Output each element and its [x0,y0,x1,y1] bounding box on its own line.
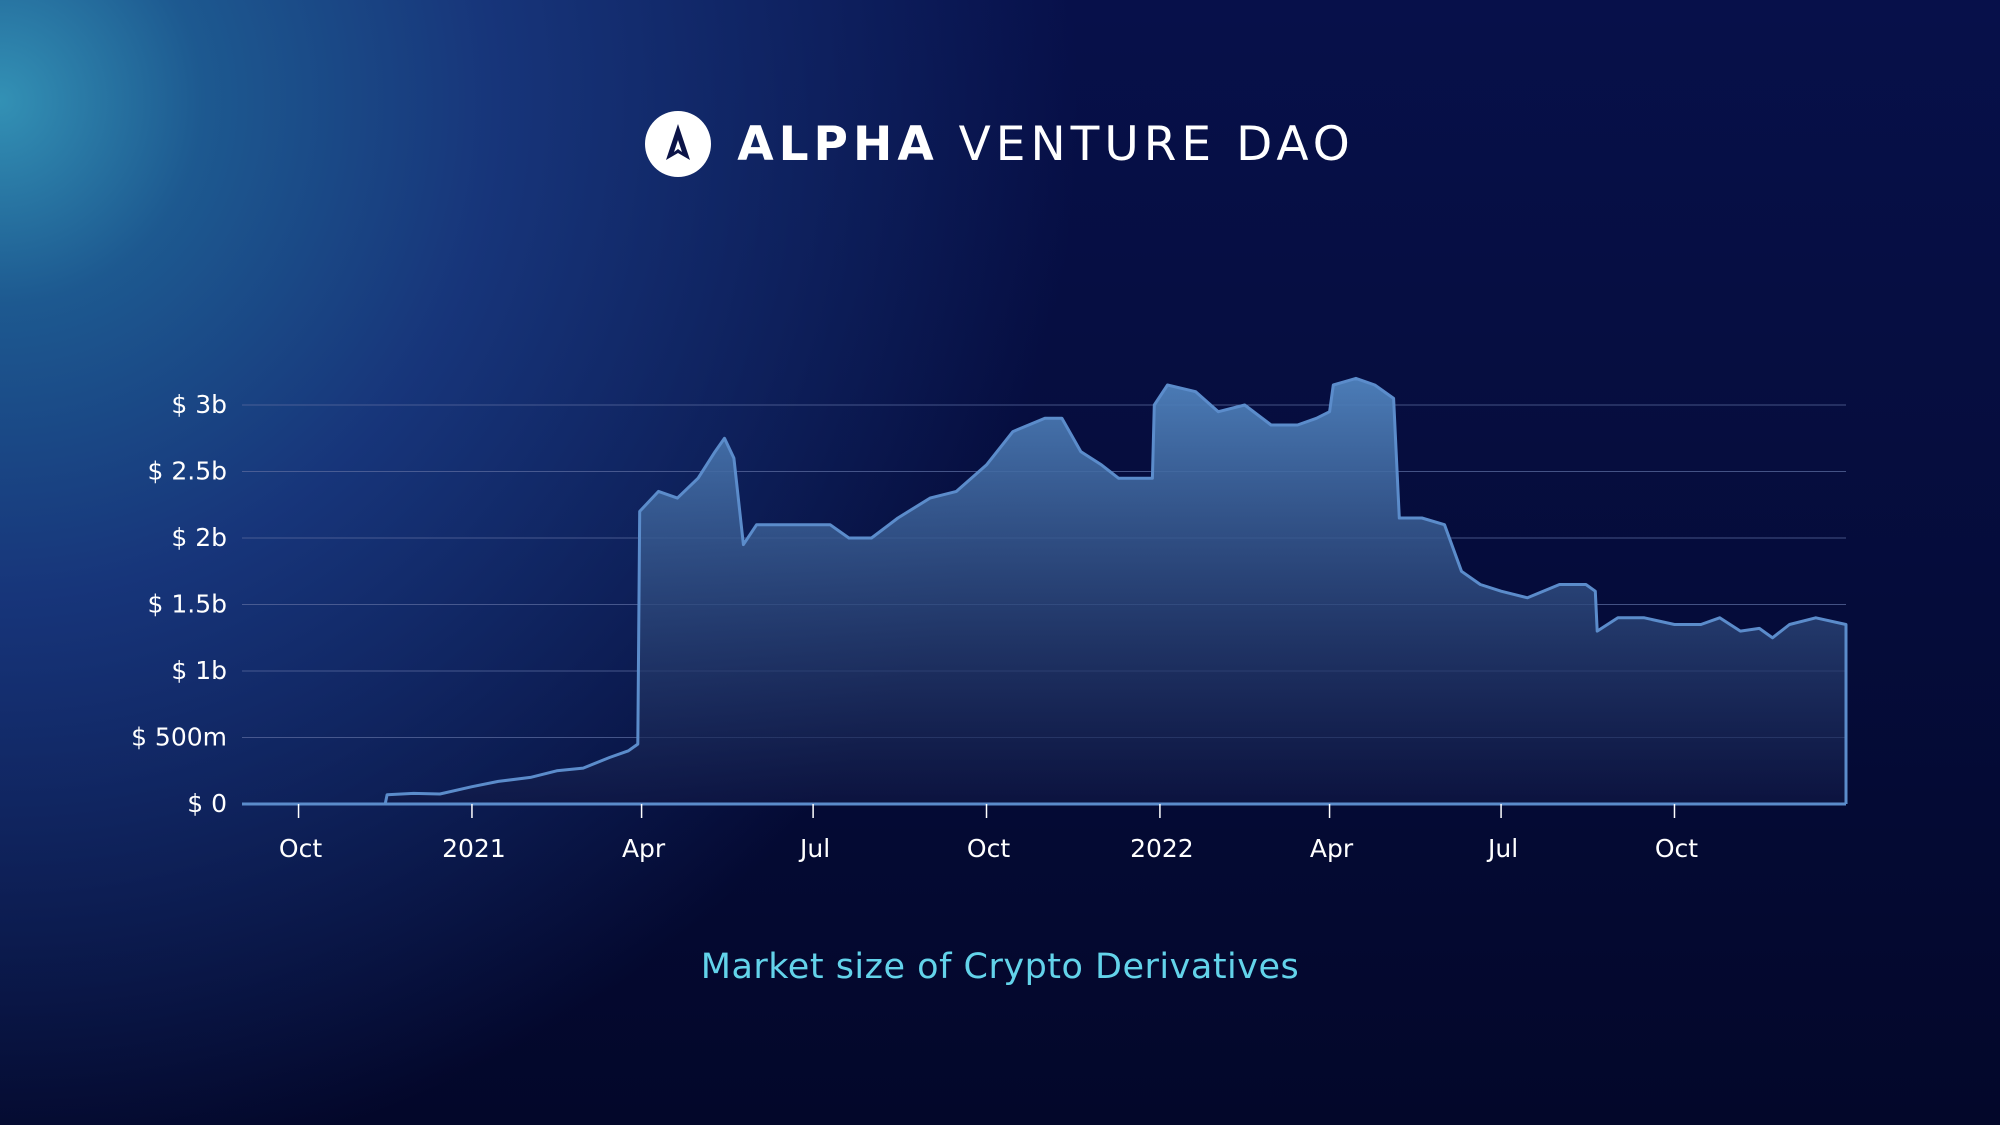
x-tick-label: Apr [622,834,666,863]
x-tick-label: Oct [967,834,1010,863]
brand-name: ALPHA VENTURE DAO [737,121,1355,168]
x-axis: Oct 2021 Apr Jul Oct 2022 Apr Jul Oct [242,802,1846,863]
series-area [242,376,1848,806]
brand-header: ALPHA VENTURE DAO [0,108,2000,180]
y-tick-label: $ 1.5b [148,590,227,619]
x-tick-label: Oct [1655,834,1698,863]
chart-title: Market size of Crypto Derivatives [700,947,1300,987]
x-tick-label: 2022 [1130,834,1194,863]
brand-name-rest: VENTURE DAO [958,116,1355,172]
y-axis: $ 0 $ 500m $ 1b $ 1.5b $ 2b $ 2.5b $ 3b [131,390,227,818]
y-tick-label: $ 500m [131,723,227,752]
y-tick-label: $ 0 [187,789,227,818]
y-tick-label: $ 2.5b [148,457,227,486]
x-tick-label: Jul [1486,834,1518,863]
brand-name-bold: ALPHA [737,116,939,172]
x-tick-label: Oct [279,834,322,863]
x-tick-label: Apr [1310,834,1354,863]
y-tick-label: $ 2b [171,523,227,552]
x-tick-label: 2021 [442,834,506,863]
series-area-fill [242,378,1846,804]
mountain-a-icon [645,111,712,177]
x-tick-label: Jul [798,834,830,863]
y-tick-label: $ 3b [171,390,227,419]
series-line [242,376,1848,806]
y-tick-label: $ 1b [171,656,227,685]
